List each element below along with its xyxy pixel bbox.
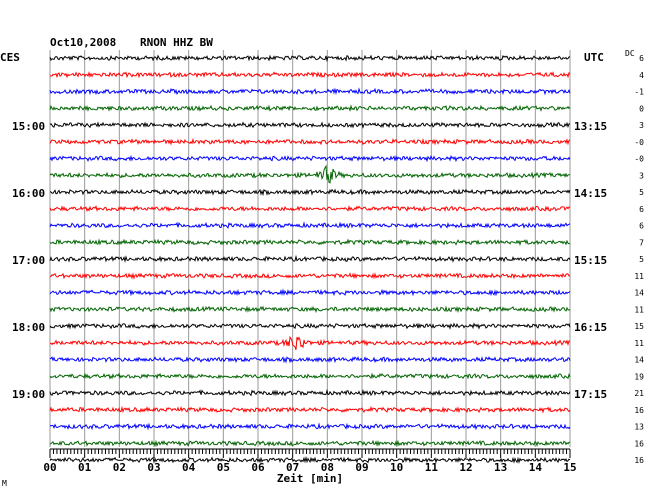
right-time-label: 17:15 xyxy=(574,388,607,401)
trace-row-19 xyxy=(49,372,571,380)
right-time-label: 14:15 xyxy=(574,187,607,200)
trace-row-8 xyxy=(49,188,571,197)
x-tick-label: 15 xyxy=(563,461,576,474)
left-time-label: 17:00 xyxy=(12,254,45,267)
dc-offset-value: -0 xyxy=(634,138,644,147)
trace-row-4 xyxy=(49,121,570,129)
dc-offset-value: 5 xyxy=(639,188,644,197)
x-axis: 00 01 02 03 04 05 06 07 08 09 10 11 12 13 14 15 xyxy=(43,448,577,474)
x-tick-label: 07 xyxy=(286,461,299,474)
trace-row-16 xyxy=(49,322,571,330)
x-tick-label: 11 xyxy=(425,461,439,474)
x-tick-label: 05 xyxy=(217,461,230,474)
trace-row-20 xyxy=(49,388,571,397)
trace-row-12 xyxy=(49,254,571,263)
seismic-traces xyxy=(49,54,571,464)
x-tick-label: 03 xyxy=(147,461,160,474)
dc-offset-value: 4 xyxy=(639,71,644,80)
dc-offset-value: 21 xyxy=(634,389,644,398)
left-timezone-label: CES xyxy=(0,51,20,64)
dc-offset-value: 5 xyxy=(639,255,644,264)
dc-offset-value: 14 xyxy=(634,289,644,298)
dc-offset-value: 11 xyxy=(634,305,644,314)
time-labels: 15:00 16:00 17:00 18:00 19:00 13:15 14:15 15:15… xyxy=(12,54,644,465)
trace-row-11 xyxy=(49,238,571,247)
trace-row-23 xyxy=(49,439,570,448)
trace-row-18 xyxy=(49,356,571,364)
x-tick-label: 02 xyxy=(113,461,126,474)
footer-mark: M xyxy=(2,479,7,488)
trace-row-5 xyxy=(49,137,571,146)
right-time-label: 13:15 xyxy=(574,120,607,133)
trace-row-14 xyxy=(49,288,571,297)
x-tick-label: 04 xyxy=(182,461,196,474)
dc-offset-value: 11 xyxy=(634,272,644,281)
trace-row-17 xyxy=(49,335,571,350)
x-tick-label: 10 xyxy=(390,461,403,474)
x-axis-title: Zeit [min] xyxy=(277,472,343,485)
x-tick-label: 01 xyxy=(78,461,92,474)
dc-offset-value: 19 xyxy=(634,372,644,381)
x-tick-label: 12 xyxy=(459,461,472,474)
header-date: Oct10,2008 xyxy=(50,36,116,49)
x-tick-label: 14 xyxy=(529,461,543,474)
x-tick-label: 00 xyxy=(43,461,56,474)
trace-row-13 xyxy=(49,272,571,280)
x-tick-label: 08 xyxy=(321,461,334,474)
dc-offset-value: 16 xyxy=(634,456,644,465)
dc-offset-value: 14 xyxy=(634,356,644,365)
minute-gridlines xyxy=(49,50,571,447)
dc-offset-value: 6 xyxy=(639,222,644,231)
dc-offset-value: 3 xyxy=(639,121,644,130)
trace-row-3 xyxy=(49,104,571,112)
trace-row-2 xyxy=(49,87,571,96)
dc-offset-value: 15 xyxy=(634,322,644,331)
dc-offset-value: 7 xyxy=(639,238,644,247)
dc-offset-value: 13 xyxy=(634,423,644,432)
dc-offset-value: 6 xyxy=(639,205,644,214)
header-station: RNON HHZ BW xyxy=(140,36,213,49)
trace-row-22 xyxy=(49,422,571,431)
trace-row-6 xyxy=(49,154,571,163)
left-time-label: 16:00 xyxy=(12,187,45,200)
x-tick-label: 06 xyxy=(251,461,265,474)
left-time-label: 15:00 xyxy=(12,120,45,133)
trace-row-7 xyxy=(49,164,571,184)
dc-offset-value: 6 xyxy=(639,54,644,63)
trace-row-1 xyxy=(49,71,571,79)
trace-row-24 xyxy=(49,455,571,464)
trace-row-10 xyxy=(49,221,571,229)
trace-row-9 xyxy=(49,205,571,213)
dc-offset-value: -1 xyxy=(634,88,644,97)
dc-offset-value: 16 xyxy=(634,439,644,448)
dc-offset-value: 16 xyxy=(634,406,644,415)
x-tick-label: 13 xyxy=(494,461,507,474)
left-time-label: 19:00 xyxy=(12,388,45,401)
x-tick-label: 09 xyxy=(355,461,368,474)
dc-offset-value: 0 xyxy=(639,104,644,113)
right-timezone-label: UTC xyxy=(584,51,604,64)
left-time-label: 18:00 xyxy=(12,321,45,334)
dc-offset-value: 11 xyxy=(634,339,644,348)
dc-offset-value: -0 xyxy=(634,155,644,164)
trace-row-0 xyxy=(49,54,571,63)
trace-row-21 xyxy=(49,405,571,414)
dc-label: DC xyxy=(625,49,635,58)
trace-row-15 xyxy=(49,305,571,314)
right-time-label: 16:15 xyxy=(574,321,607,334)
dc-offset-value: 3 xyxy=(639,171,644,180)
right-time-label: 15:15 xyxy=(574,254,607,267)
